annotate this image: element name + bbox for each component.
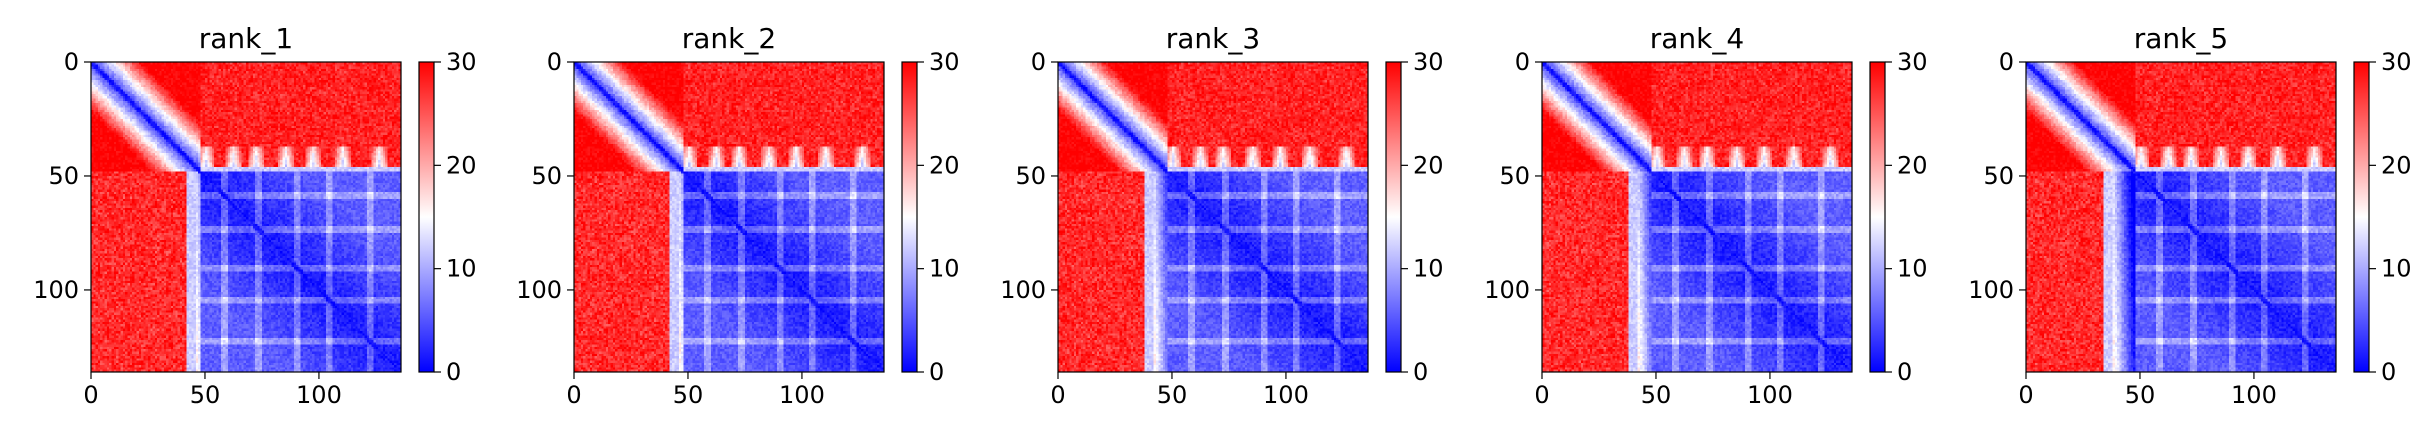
plot-frame xyxy=(90,61,402,373)
x-tick-label: 100 xyxy=(779,381,825,409)
x-tick-label: 100 xyxy=(296,381,342,409)
subplot-title: rank_4 xyxy=(1650,22,1744,55)
heatmap-image xyxy=(91,62,401,372)
subplot-title: rank_3 xyxy=(1166,22,1260,55)
colorbar-tick-label: 30 xyxy=(446,48,477,76)
y-tick-label: 100 xyxy=(1000,276,1046,304)
colorbar xyxy=(1385,61,1402,373)
x-tick-label: 100 xyxy=(1747,381,1793,409)
y-tick-label: 0 xyxy=(547,48,562,76)
subplot-title: rank_1 xyxy=(199,22,293,55)
x-tick-label: 0 xyxy=(1534,381,1549,409)
plot-frame xyxy=(1057,61,1369,373)
colorbar-tick-label: 0 xyxy=(929,358,944,386)
plot-frame xyxy=(573,61,885,373)
colorbar xyxy=(2353,61,2370,373)
y-tick-label: 100 xyxy=(33,276,79,304)
x-tick-label: 50 xyxy=(2125,381,2156,409)
subplot-5: rank_5 0 50 100 0 50 100 0 10 20 30 xyxy=(1968,22,2411,409)
colorbar xyxy=(901,61,918,373)
y-tick-label: 0 xyxy=(1515,48,1530,76)
subplot-1: rank_1 0 50 100 0 50 100 0 10 20 30 xyxy=(33,22,476,409)
x-tick-label: 0 xyxy=(2018,381,2033,409)
colorbar-tick-label: 20 xyxy=(2381,151,2412,179)
y-tick-label: 100 xyxy=(1484,276,1530,304)
heatmap-image xyxy=(574,62,884,372)
y-tick-label: 50 xyxy=(531,162,562,190)
x-tick-label: 50 xyxy=(1641,381,1672,409)
x-tick-label: 50 xyxy=(673,381,704,409)
colorbar-tick-label: 20 xyxy=(1413,151,1444,179)
x-tick-label: 0 xyxy=(566,381,581,409)
colorbar-tick-label: 20 xyxy=(929,151,960,179)
subplot-title: rank_5 xyxy=(2134,22,2228,55)
x-tick-label: 100 xyxy=(1263,381,1309,409)
y-tick-label: 50 xyxy=(1983,162,2014,190)
colorbar-tick-label: 10 xyxy=(1897,255,1928,283)
subplot-4: rank_4 0 50 100 0 50 100 0 10 20 30 xyxy=(1484,22,1927,409)
colorbar-tick-label: 0 xyxy=(1413,358,1428,386)
colorbar-tick-label: 30 xyxy=(1413,48,1444,76)
colorbar-tick-label: 0 xyxy=(2381,358,2396,386)
colorbar-tick-label: 30 xyxy=(1897,48,1928,76)
heatmap-image xyxy=(1058,62,1368,372)
y-tick-label: 50 xyxy=(48,162,79,190)
colorbar-tick-label: 10 xyxy=(2381,255,2412,283)
colorbar-tick-label: 10 xyxy=(929,255,960,283)
subplot-2: rank_2 0 50 100 0 50 100 0 10 20 30 xyxy=(516,22,959,409)
colorbar xyxy=(418,61,435,373)
subplot-3: rank_3 0 50 100 0 50 100 0 10 20 30 xyxy=(1000,22,1443,409)
y-tick-label: 50 xyxy=(1015,162,1046,190)
y-tick-label: 0 xyxy=(64,48,79,76)
colorbar-tick-label: 0 xyxy=(446,358,461,386)
y-tick-label: 100 xyxy=(1968,276,2014,304)
y-tick-label: 0 xyxy=(1031,48,1046,76)
colorbar-tick-label: 20 xyxy=(446,151,477,179)
x-tick-label: 0 xyxy=(1050,381,1065,409)
y-tick-label: 100 xyxy=(516,276,562,304)
y-tick-label: 50 xyxy=(1499,162,1530,190)
heatmap-image xyxy=(2026,62,2336,372)
y-tick-label: 0 xyxy=(1999,48,2014,76)
colorbar-tick-label: 30 xyxy=(2381,48,2412,76)
x-tick-label: 0 xyxy=(83,381,98,409)
colorbar-tick-label: 10 xyxy=(446,255,477,283)
colorbar-tick-label: 10 xyxy=(1413,255,1444,283)
x-tick-label: 50 xyxy=(190,381,221,409)
colorbar-tick-label: 20 xyxy=(1897,151,1928,179)
plot-frame xyxy=(1541,61,1853,373)
plot-frame xyxy=(2025,61,2337,373)
heatmap-image xyxy=(1542,62,1852,372)
subplot-title: rank_2 xyxy=(682,22,776,55)
x-tick-label: 50 xyxy=(1157,381,1188,409)
colorbar-tick-label: 0 xyxy=(1897,358,1912,386)
x-tick-label: 100 xyxy=(2231,381,2277,409)
colorbar-tick-label: 30 xyxy=(929,48,960,76)
colorbar xyxy=(1869,61,1886,373)
